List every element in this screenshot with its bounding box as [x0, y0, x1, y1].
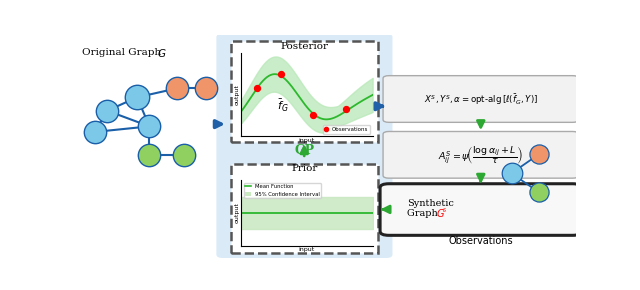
Point	[145, 124, 155, 129]
Point	[534, 190, 544, 195]
FancyBboxPatch shape	[380, 184, 582, 235]
FancyBboxPatch shape	[383, 76, 579, 122]
Text: Synthetic: Synthetic	[408, 199, 454, 208]
Text: $\bar{f}_G$: $\bar{f}_G$	[276, 98, 288, 114]
Text: $A^S_{ij} = \psi\!\left(\dfrac{\log\alpha_{ij} + L}{\tau}\right)$: $A^S_{ij} = \psi\!\left(\dfrac{\log\alph…	[438, 144, 524, 166]
Point	[179, 153, 189, 158]
Point	[506, 171, 516, 175]
Text: GP: GP	[294, 144, 314, 157]
Text: $G$: $G$	[157, 47, 166, 59]
Text: $X^S, Y^S, \alpha = \mathrm{opt\text{-}alg}\,[\ell(\bar{f}_G, Y)]$: $X^S, Y^S, \alpha = \mathrm{opt\text{-}a…	[424, 92, 538, 106]
Text: Graph: Graph	[408, 209, 441, 218]
Point	[202, 86, 212, 91]
FancyBboxPatch shape	[231, 164, 378, 253]
Point	[534, 152, 544, 157]
Point	[145, 153, 155, 158]
Text: Original Graph: Original Graph	[83, 48, 165, 57]
Text: $^S$: $^S$	[442, 207, 447, 215]
Text: Observations: Observations	[449, 236, 513, 246]
Point	[102, 108, 113, 113]
FancyBboxPatch shape	[231, 41, 378, 142]
FancyBboxPatch shape	[383, 131, 579, 178]
Point	[132, 95, 142, 100]
Point	[90, 130, 100, 134]
Text: Posterior: Posterior	[280, 42, 328, 51]
Text: $G$: $G$	[436, 207, 445, 220]
FancyBboxPatch shape	[216, 34, 392, 258]
Text: Prior: Prior	[291, 164, 317, 173]
Point	[172, 86, 182, 91]
